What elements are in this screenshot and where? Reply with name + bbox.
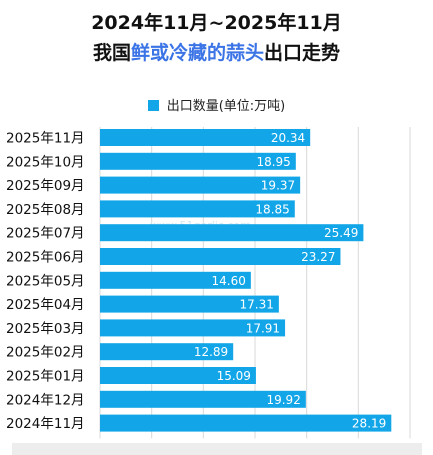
bar [100,390,306,408]
footer-bar [12,443,422,455]
bar [100,343,234,361]
category-label: 2025年01月 [6,369,85,385]
chart-title-line2: 我国鲜或冷藏的蒜头出口走势 [0,38,433,65]
value-label: 17.91 [246,321,280,335]
category-label: 2025年04月 [6,297,85,313]
value-label: 20.34 [271,131,305,145]
value-label: 12.89 [194,345,228,359]
category-label: 2025年05月 [6,273,85,289]
title-suffix: 出口走势 [264,42,341,64]
category-label: 2025年09月 [6,178,85,194]
bar [100,271,251,289]
category-label: 2025年11月 [6,131,85,147]
value-label: 18.85 [255,202,289,216]
bar [100,319,286,337]
bar [100,224,364,242]
value-labels: 20.34 18.95 19.37 18.85 25.49 23.27 14.60 17.31… [194,131,386,431]
category-label: 2025年03月 [6,321,85,337]
value-label: 15.09 [217,369,251,383]
title-highlight: 鲜或冷藏的蒜头 [130,42,264,64]
category-labels: 2025年11月 2025年10月 2025年09月 2025年08月 2025年07月… [6,131,85,433]
category-label: 2024年11月 [6,416,85,432]
category-label: 2025年08月 [6,202,85,218]
value-label: 14.60 [212,274,246,288]
value-label: 28.19 [352,417,386,431]
bar [100,200,295,218]
value-label: 19.37 [261,179,295,193]
category-label: 2025年10月 [6,154,85,170]
value-label: 19.92 [266,393,300,407]
bar [100,129,311,146]
bar [100,152,296,170]
value-label: 18.95 [256,155,290,169]
value-label: 25.49 [324,226,358,240]
bar [100,295,279,313]
title-prefix: 我国 [92,42,131,64]
category-label: 2025年07月 [6,226,85,242]
bar [100,414,392,432]
category-label: 2025年02月 [6,345,85,361]
legend: 出口数量(单位:万吨) [0,95,433,114]
bar [100,176,301,194]
legend-label: 出口数量(单位:万吨) [166,99,286,114]
chart-title-line1: 2024年11月~2025年11月 [91,12,342,34]
legend-swatch [147,100,159,111]
category-label: 2025年06月 [6,250,85,266]
category-label: 2024年12月 [6,392,85,408]
value-label: 23.27 [301,250,335,264]
bars [100,129,392,432]
value-label: 17.31 [240,298,274,312]
bar [100,248,341,265]
bar [100,367,256,384]
